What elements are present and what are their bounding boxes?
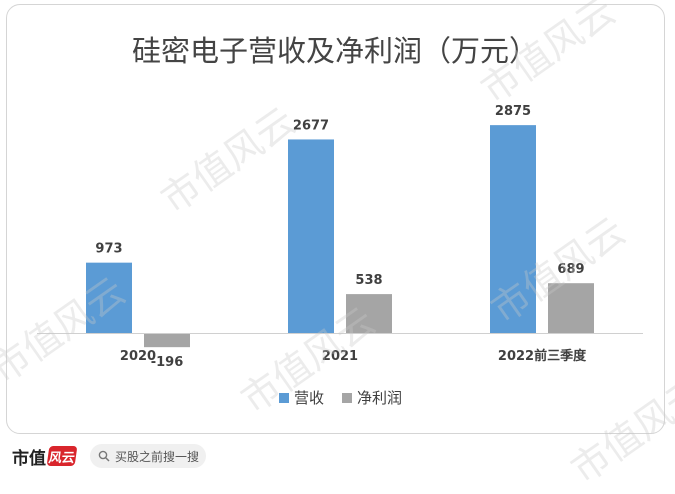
- bar-net-profit-2: [548, 283, 594, 333]
- data-label: -196: [151, 355, 184, 370]
- bar-net-profit-1: [346, 294, 392, 333]
- x-tick-label: 2022前三季度: [498, 348, 587, 364]
- bar-revenue-1: [288, 139, 334, 333]
- search-bar[interactable]: 买股之前搜一搜: [90, 444, 206, 468]
- chart-card: 硅密电子营收及净利润（万元） 973 -196 2677 538 2875 689 202…: [6, 4, 665, 434]
- legend-swatch: [279, 393, 289, 403]
- legend-swatch: [342, 393, 352, 403]
- search-icon: [98, 450, 110, 462]
- data-label: 538: [355, 273, 382, 288]
- brand-mark-logo: 风云: [46, 446, 78, 466]
- legend: 营收 净利润: [279, 389, 402, 407]
- bar-revenue-2: [490, 125, 536, 333]
- legend-label: 净利润: [357, 389, 402, 407]
- data-label: 689: [557, 262, 584, 277]
- x-tick-label: 2021: [322, 349, 358, 364]
- legend-label: 营收: [294, 389, 324, 407]
- footer: 市值 风云 买股之前搜一搜: [0, 436, 675, 476]
- brand-text: 市值: [12, 448, 46, 469]
- x-tick-label: 2020: [120, 349, 156, 364]
- data-label: 2677: [293, 118, 329, 133]
- brand-logo[interactable]: 市值 风云: [12, 442, 78, 470]
- bar-revenue-0: [86, 262, 132, 333]
- search-placeholder: 买股之前搜一搜: [115, 449, 200, 464]
- chart: 硅密电子营收及净利润（万元） 973 -196 2677 538 2875 689 202…: [37, 34, 643, 407]
- bar-net-profit-0: [144, 333, 190, 348]
- data-label: 973: [95, 242, 122, 257]
- data-label: 2875: [495, 104, 531, 119]
- chart-title: 硅密电子营收及净利润（万元）: [132, 34, 538, 68]
